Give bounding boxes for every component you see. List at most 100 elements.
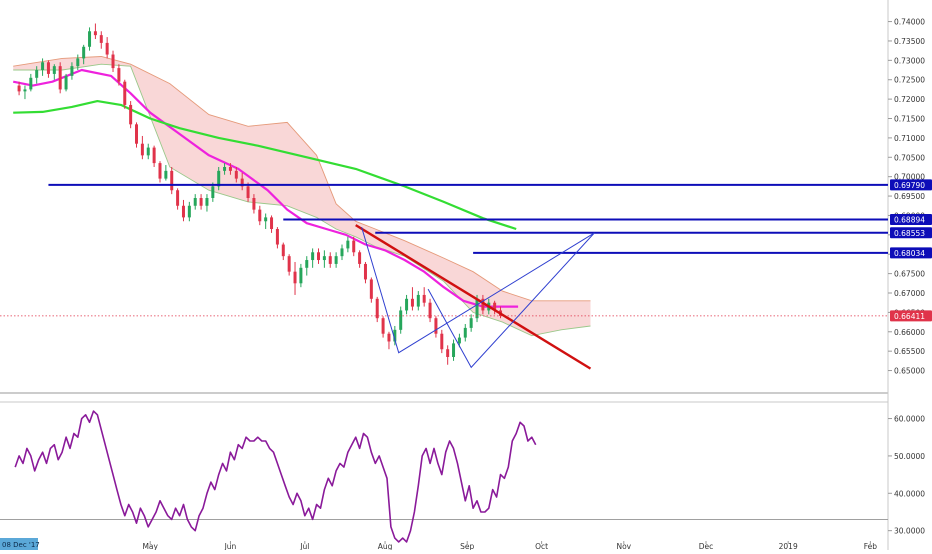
y-tick-label: 0.74000 — [894, 18, 925, 27]
candle-body — [299, 267, 303, 284]
price-label-box — [890, 179, 932, 191]
candle-body — [140, 143, 144, 156]
horizontal-levels — [0, 183, 888, 317]
candle-body — [217, 170, 221, 187]
y-tick-label: 0.71000 — [894, 134, 925, 143]
candle-body — [17, 85, 21, 92]
time-label: 2019 — [779, 542, 798, 550]
cloud-span-b — [13, 63, 591, 337]
time-label: Jul — [299, 542, 309, 550]
time-label: May — [142, 542, 158, 550]
candle-body — [99, 35, 103, 43]
candle-body — [264, 217, 268, 222]
candle-body — [369, 279, 373, 299]
y-tick-label: 0.69500 — [894, 192, 925, 201]
candle-body — [170, 170, 174, 191]
candle-body — [352, 240, 356, 253]
price-label-text: 0.68034 — [894, 249, 925, 258]
trend-line — [427, 232, 595, 369]
time-label: Aug — [378, 542, 393, 550]
candle-body — [158, 163, 162, 179]
price-label-box — [890, 247, 932, 259]
date-badge-box — [0, 538, 38, 550]
candle-body — [434, 318, 438, 334]
time-label: Nov — [616, 542, 631, 550]
candle-body — [440, 333, 444, 350]
moving-average-2 — [13, 100, 517, 231]
candle-body — [88, 31, 92, 47]
osc-y-tick-label: 40.0000 — [894, 489, 925, 498]
candle-body — [181, 205, 185, 218]
price-label-text: 0.68553 — [894, 229, 925, 238]
candle-body — [281, 244, 285, 257]
candle-body — [416, 294, 420, 307]
candle-body — [399, 310, 403, 330]
price-label-box — [890, 310, 932, 322]
candle-body — [41, 62, 45, 71]
candle-body — [70, 66, 74, 76]
y-tick-label: 0.72500 — [894, 76, 925, 85]
y-tick-label: 0.67000 — [894, 289, 925, 298]
osc-y-tick-label: 60.0000 — [894, 415, 925, 424]
ichimoku-cloud — [13, 56, 591, 337]
candle-body — [64, 75, 68, 90]
y-tick-label: 0.70500 — [894, 153, 925, 162]
candle-body — [211, 186, 215, 198]
candle-body — [422, 294, 426, 303]
candle-body — [463, 327, 467, 338]
time-axis: orMayJunJulAugSepOctNovDec2019Feb08 Dec … — [0, 538, 878, 551]
price-label-text: 0.68894 — [894, 216, 925, 225]
time-label: Oct — [535, 542, 548, 550]
cloud-span-a — [13, 56, 591, 302]
candle-body — [410, 298, 414, 307]
y-tick-label: 0.67500 — [894, 270, 925, 279]
y-tick-label: 0.71500 — [894, 115, 925, 124]
candle-body — [176, 190, 180, 206]
candle-body — [193, 198, 197, 206]
candle-body — [287, 256, 291, 272]
moving-average-1 — [12, 68, 519, 308]
candle-body — [152, 147, 156, 164]
y-tick-label: 0.65500 — [894, 347, 925, 356]
candle-body — [82, 46, 86, 59]
moving-averages — [12, 68, 519, 308]
trend-lines — [355, 224, 595, 370]
time-label: Sep — [460, 542, 474, 550]
candle-body — [358, 252, 362, 264]
candle-body — [328, 256, 332, 264]
candle-body — [252, 198, 256, 210]
candle-body — [234, 170, 238, 179]
candle-body — [452, 343, 456, 357]
candle-body — [240, 178, 244, 187]
grid — [0, 0, 889, 550]
candle-body — [105, 42, 109, 55]
price-labels: 0.69790 0.68894 0.68553 0.68034 0.66411 — [890, 179, 932, 322]
candle-body — [146, 147, 150, 156]
candle-body — [393, 329, 397, 342]
candle-body — [258, 209, 262, 222]
candle-body — [129, 104, 133, 125]
candle-body — [340, 248, 344, 257]
time-label: Jun — [224, 542, 237, 550]
time-label: Feb — [864, 542, 878, 550]
y-tick-label: 0.65000 — [894, 367, 925, 376]
candle-body — [405, 298, 409, 311]
candle-body — [23, 89, 27, 92]
candle-body — [29, 77, 33, 90]
candle-body — [223, 166, 227, 171]
price-label-text: 0.69790 — [894, 181, 925, 190]
osc-y-tick-label: 50.0000 — [894, 452, 925, 461]
y-tick-label: 0.72000 — [894, 95, 925, 104]
price-label-text: 0.66411 — [894, 312, 925, 321]
candle-body — [346, 240, 350, 249]
candle-body — [164, 170, 168, 179]
candle-body — [481, 298, 485, 311]
candle-body — [428, 302, 432, 319]
candle-body — [58, 66, 62, 90]
candle-body — [475, 298, 479, 319]
candle-body — [305, 260, 309, 268]
price-label-box — [890, 214, 932, 226]
candle-body — [199, 198, 203, 206]
